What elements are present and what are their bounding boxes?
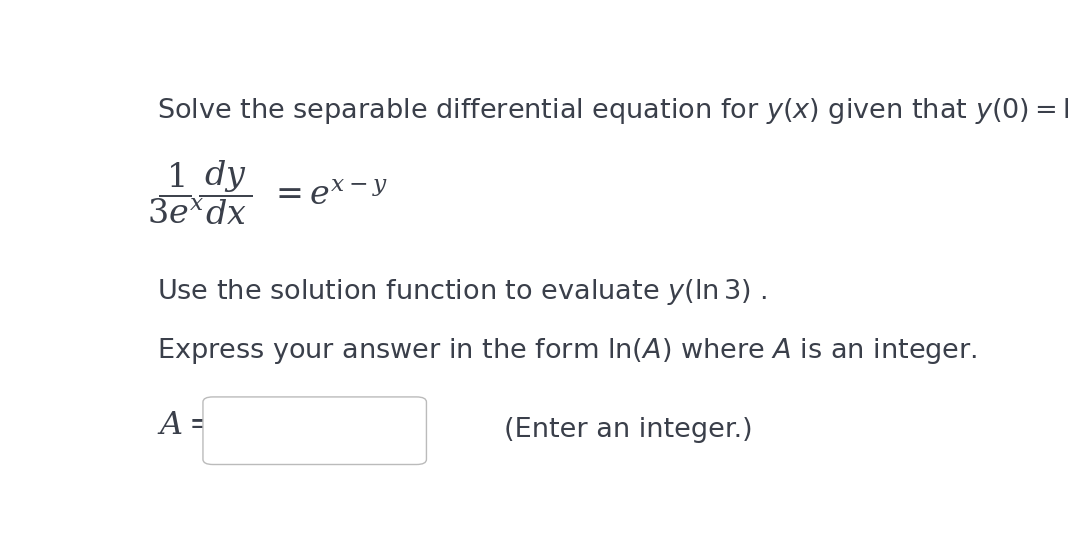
- FancyBboxPatch shape: [203, 397, 427, 464]
- Text: $3e^x$: $3e^x$: [147, 198, 204, 231]
- Text: $dy$: $dy$: [204, 158, 247, 194]
- Text: $= e^{x-y}$: $= e^{x-y}$: [269, 179, 388, 213]
- Text: $A =$: $A =$: [158, 410, 214, 441]
- Text: Use the solution function to evaluate $y(\ln 3)$ .: Use the solution function to evaluate $y…: [158, 277, 768, 306]
- Text: $dx$: $dx$: [205, 198, 247, 231]
- Text: Express your answer in the form $\ln(A)$ where $A$ is an integer.: Express your answer in the form $\ln(A)$…: [158, 336, 978, 366]
- Text: (Enter an integer.): (Enter an integer.): [504, 417, 753, 443]
- Text: Solve the separable differential equation for $y(x)$ given that $y(0) = \ln 2$.: Solve the separable differential equatio…: [158, 96, 1072, 126]
- Text: $1$: $1$: [166, 161, 184, 194]
